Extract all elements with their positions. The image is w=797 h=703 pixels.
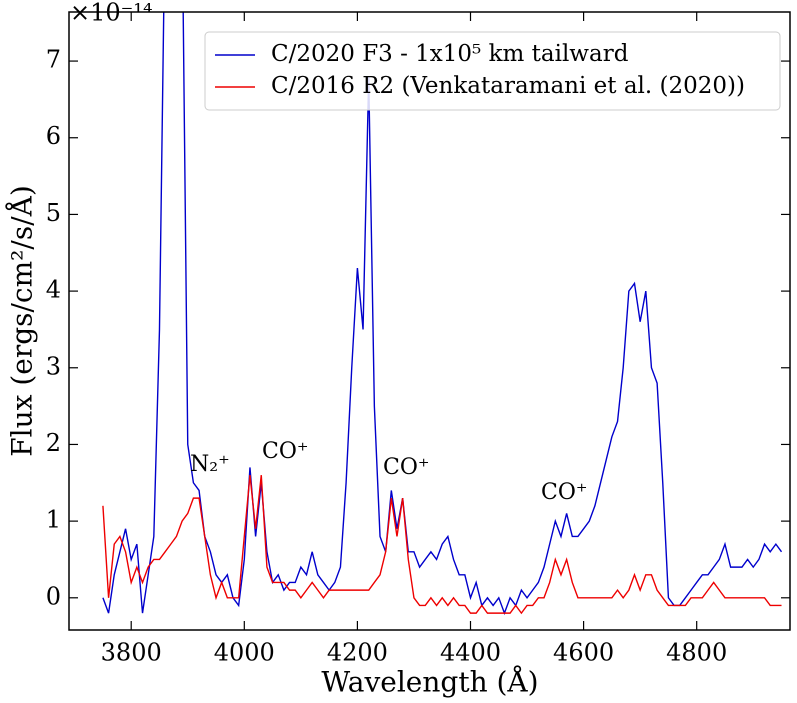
annotation: CO⁺	[262, 439, 308, 464]
x-tick-label: 4400	[440, 639, 501, 667]
plot-area	[102, 12, 783, 616]
spectrum-line	[102, 12, 783, 616]
y-tick-label: 1	[46, 506, 61, 534]
y-tick-label: 7	[46, 46, 61, 74]
y-tick-label: 5	[46, 199, 61, 227]
y-tick-label: 6	[46, 122, 61, 150]
spectrum-line	[102, 475, 782, 615]
legend-label: C/2020 F3 - 1x10⁵ km tailward	[271, 41, 629, 67]
x-tick-label: 4800	[666, 639, 727, 667]
offset-label: ×10⁻¹⁴	[70, 0, 153, 27]
y-tick-label: 2	[46, 429, 61, 457]
x-axis-label: Wavelength (Å)	[321, 666, 538, 699]
x-tick-label: 4200	[327, 639, 388, 667]
y-axis-label: Flux (ergs/cm²/s/Å)	[6, 185, 39, 457]
y-tick-label: 4	[46, 276, 61, 304]
legend-box	[204, 31, 781, 111]
x-tick-label: 4000	[214, 639, 275, 667]
annotation: CO⁺	[383, 455, 429, 480]
y-tick-label: 3	[46, 352, 61, 380]
legend-label: C/2016 R2 (Venkataramani et al. (2020))	[271, 73, 745, 99]
y-tick-label: 0	[46, 582, 61, 610]
x-tick-label: 4600	[553, 639, 614, 667]
annotation: CO⁺	[541, 480, 587, 505]
annotation: N₂⁺	[190, 452, 230, 477]
x-tick-label: 3800	[101, 639, 162, 667]
axes-frame	[68, 11, 791, 631]
legend: C/2020 F3 - 1x10⁵ km tailward C/2016 R2 (…	[204, 31, 781, 111]
